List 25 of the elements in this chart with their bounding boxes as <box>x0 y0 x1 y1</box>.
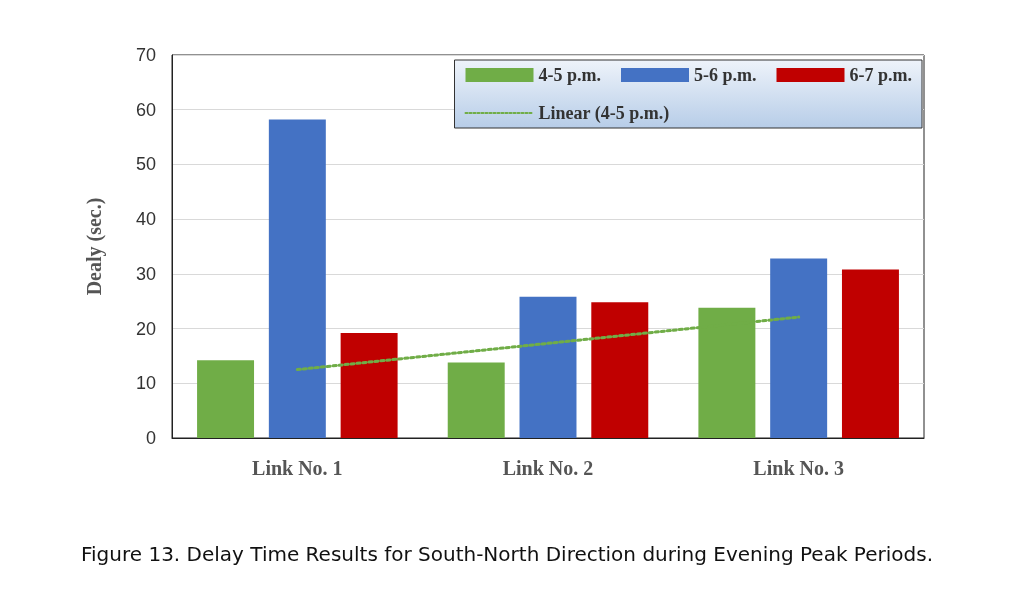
bar <box>770 258 828 438</box>
x-tick-label: Link No. 3 <box>753 457 844 479</box>
caption: Figure 13. Delay Time Results for South-North Direction during Evening Peak Periods. <box>80 541 934 568</box>
bar <box>841 269 899 438</box>
y-tick-label: 50 <box>135 154 156 175</box>
legend-label: 5-6 p.m. <box>694 65 757 85</box>
y-tick-label: 40 <box>135 209 156 230</box>
x-tick-label: Link No. 2 <box>502 457 594 479</box>
y-tick-label: 10 <box>135 373 156 394</box>
bar <box>340 332 398 438</box>
legend-label: 4-5 p.m. <box>538 65 601 85</box>
legend-label: 6-7 p.m. <box>849 65 912 85</box>
y-tick-label: 70 <box>135 45 156 65</box>
bar <box>197 360 255 438</box>
y-tick-label: 30 <box>135 263 156 284</box>
bar <box>268 119 326 438</box>
bar <box>447 362 505 438</box>
y-tick-label: 20 <box>135 318 156 339</box>
y-tick-label: 60 <box>135 99 156 120</box>
y-tick-label: 0 <box>145 428 156 448</box>
x-tick-label: Link No. 1 <box>252 457 343 479</box>
y-axis-title: Dealy (sec.) <box>83 197 106 296</box>
bar <box>591 302 649 438</box>
bar <box>519 296 577 438</box>
legend-label: Linear (4-5 p.m.) <box>538 103 670 124</box>
